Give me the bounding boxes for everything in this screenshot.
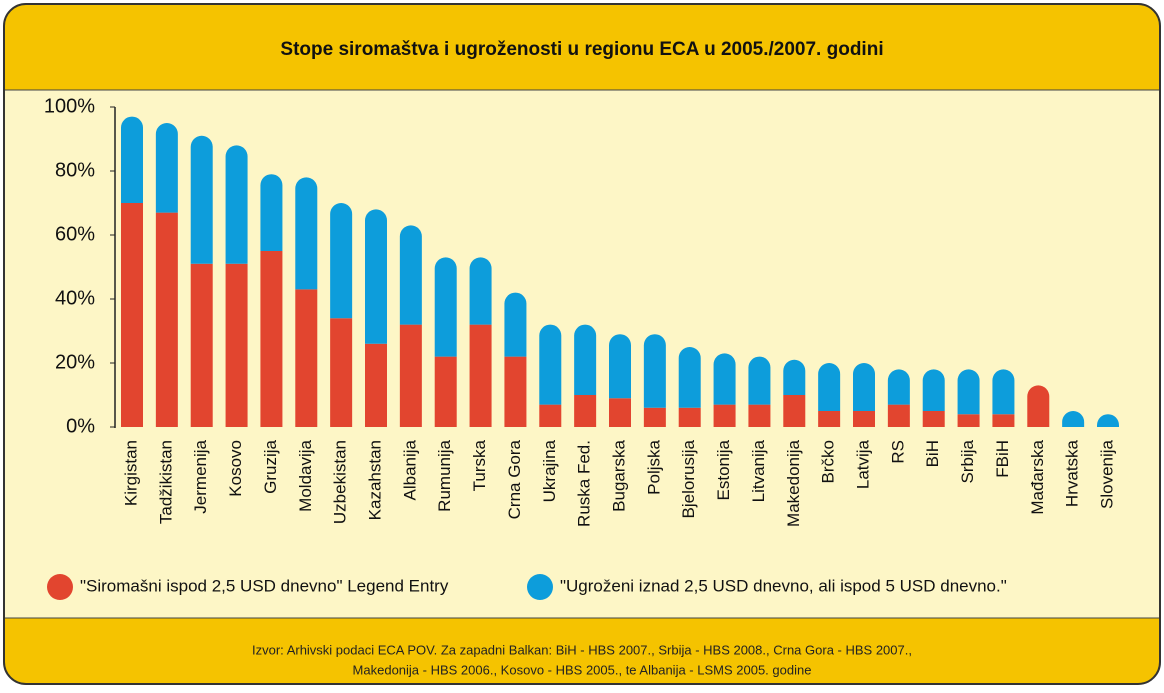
x-tick-label: Gruzija (261, 439, 280, 493)
bar-segment (1097, 414, 1119, 427)
x-tick-label: Bugarska (609, 439, 628, 511)
legend-label: "Siromašni ispod 2,5 USD dnevno" Legend … (80, 576, 449, 595)
bar-segment (922, 369, 945, 411)
bar-segment (260, 251, 283, 427)
x-tick-label: Tadžikistan (156, 440, 175, 524)
x-tick-label: Uzbekistan (331, 440, 350, 524)
x-tick-label: FBiH (993, 440, 1012, 478)
x-tick-label: Crna Gora (505, 439, 524, 519)
bar-segment (225, 263, 248, 427)
bar-segment (295, 289, 318, 427)
bar-segment (190, 135, 213, 264)
bar-segment (992, 414, 1015, 427)
x-tick-label: Srbija (958, 439, 977, 483)
x-tick-label: Slovenija (1097, 439, 1116, 509)
bar-segment (887, 369, 910, 405)
bar-segment (922, 411, 945, 427)
bar-segment (783, 395, 806, 427)
bar-segment (678, 407, 701, 427)
x-tick-label: RS (888, 440, 907, 464)
x-tick-label: Moldavija (296, 439, 315, 511)
legend-swatch (527, 574, 553, 600)
y-tick-label: 100% (44, 95, 95, 117)
y-tick-label: 60% (55, 223, 95, 245)
x-tick-label: Mađarska (1028, 439, 1047, 514)
chart-title: Stope siromaštva i ugroženosti u regionu… (280, 39, 883, 60)
bar-segment (783, 359, 806, 395)
bar-segment (992, 369, 1015, 415)
x-tick-label: BiH (923, 440, 942, 467)
source-note: Makedonija - HBS 2006., Kosovo - HBS 200… (353, 662, 812, 677)
legend-label: "Ugroženi iznad 2,5 USD dnevno, ali ispo… (560, 576, 1007, 595)
bar-segment (713, 404, 736, 427)
bar-segment (330, 203, 353, 319)
x-tick-label: Litvanija (749, 439, 768, 502)
bar-segment (678, 347, 701, 408)
x-tick-label: Estonija (714, 439, 733, 500)
x-tick-label: Kirgistan (121, 440, 140, 506)
bar-segment (957, 414, 980, 427)
x-tick-label: Albanija (400, 439, 419, 500)
x-tick-label: Ruska Fed. (575, 440, 594, 527)
x-tick-label: Ukrajina (540, 439, 559, 502)
source-note: Izvor: Arhivski podaci ECA POV. Za zapad… (252, 642, 912, 657)
bar-segment (121, 116, 143, 203)
bar-segment (609, 398, 631, 427)
bar-segment (853, 411, 875, 427)
bar-segment (399, 225, 422, 325)
x-tick-label: Rumunija (435, 439, 454, 511)
bar-segment (818, 411, 841, 427)
x-tick-label: Bjelorusija (679, 439, 698, 518)
bar-segment (504, 292, 527, 357)
bar-segment (643, 407, 666, 427)
x-tick-label: Kazahstan (365, 440, 384, 520)
bar-segment (365, 209, 387, 344)
bar-segment (504, 356, 527, 427)
x-tick-label: Hrvatska (1063, 439, 1082, 507)
y-tick-label: 80% (55, 159, 95, 181)
bar-segment (155, 212, 178, 427)
bar-segment (434, 257, 457, 357)
bar-segment (295, 177, 318, 290)
bar-segment (574, 324, 597, 395)
bar-segment (853, 363, 875, 411)
x-tick-label: Jermenija (191, 439, 210, 513)
x-tick-label: Kosovo (226, 440, 245, 497)
bar-segment (574, 395, 597, 427)
bar-segment (399, 324, 422, 427)
bar-segment (539, 324, 562, 405)
x-tick-label: Latvija (853, 439, 872, 489)
legend-swatch (47, 574, 73, 600)
x-tick-label: Turska (470, 439, 489, 491)
bar-segment (748, 356, 771, 405)
bar-segment (225, 145, 248, 264)
bar-segment (121, 203, 143, 427)
bar-segment (260, 174, 283, 251)
bar-segment (434, 356, 457, 427)
bar-segment (887, 404, 910, 427)
bar-segment (609, 334, 631, 399)
bar-segment (539, 404, 562, 427)
bar-segment (713, 353, 736, 405)
bar-segment (469, 257, 492, 325)
bar-segment (469, 324, 492, 427)
x-tick-label: Brčko (819, 440, 838, 483)
bar-segment (190, 263, 213, 427)
bar-segment (818, 363, 841, 411)
y-tick-label: 0% (66, 415, 95, 437)
bar-segment (1027, 385, 1050, 427)
bar-segment (957, 369, 980, 415)
bar-segment (155, 123, 178, 213)
bar-segment (643, 334, 666, 408)
y-tick-label: 40% (55, 287, 95, 309)
bar-segment (365, 343, 387, 427)
y-tick-label: 20% (55, 351, 95, 373)
x-tick-label: Makedonija (784, 439, 803, 526)
x-tick-label: Poljska (644, 439, 663, 494)
bar-segment (1062, 411, 1085, 427)
bar-segment (748, 404, 771, 427)
bar-segment (330, 318, 353, 427)
